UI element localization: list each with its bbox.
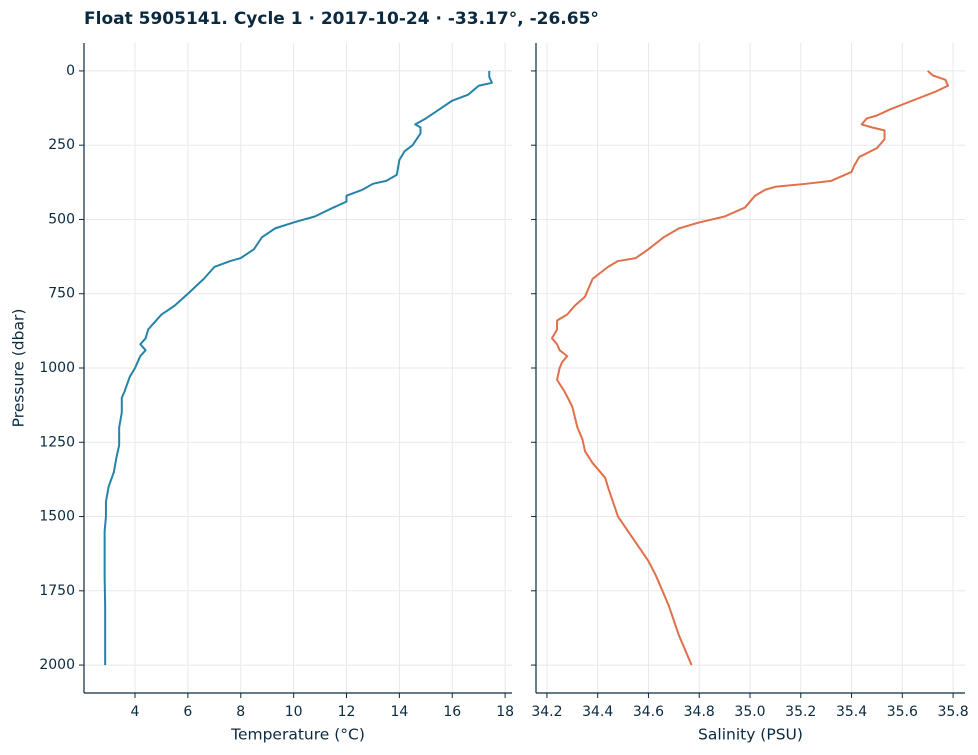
x-tick-label: 35.0 [734,704,765,720]
x-tick-label: 12 [338,704,356,720]
x-tick-label: 35.8 [937,704,968,720]
x-tick-label: 34.6 [633,704,664,720]
x-tick-label: 14 [390,704,408,720]
x-tick-label: 10 [285,704,303,720]
x-tick-label: 16 [443,704,461,720]
profile-line [103,70,493,666]
x-tick-label: 35.2 [785,704,816,720]
y-tick-label: 2000 [39,657,75,673]
y-tick-label: 1750 [39,583,75,599]
x-tick-label: 8 [236,704,245,720]
profile-line [550,70,949,666]
x-tick-label: 34.8 [684,704,715,720]
y-axis-label: Pressure (dbar) [10,309,28,428]
x-tick-label: 18 [496,704,514,720]
x-tick-label: 35.4 [836,704,867,720]
x-tick-label: 34.4 [582,704,613,720]
y-tick-label: 750 [48,286,75,302]
x-tick-label: 34.2 [531,704,562,720]
x-tick-label: 4 [131,704,140,720]
chart-title: Float 5905141. Cycle 1 · 2017-10-24 · -3… [84,9,599,29]
x-tick-label: 35.6 [887,704,918,720]
y-tick-label: 0 [66,63,75,79]
y-tick-label: 500 [48,211,75,227]
y-tick-label: 1250 [39,434,75,450]
y-tick-label: 250 [48,137,75,153]
y-tick-label: 1000 [39,360,75,376]
x-axis-label: Salinity (PSU) [698,726,803,744]
x-tick-label: 6 [183,704,192,720]
y-tick-label: 1500 [39,509,75,525]
x-axis-label: Temperature (°C) [230,726,365,744]
